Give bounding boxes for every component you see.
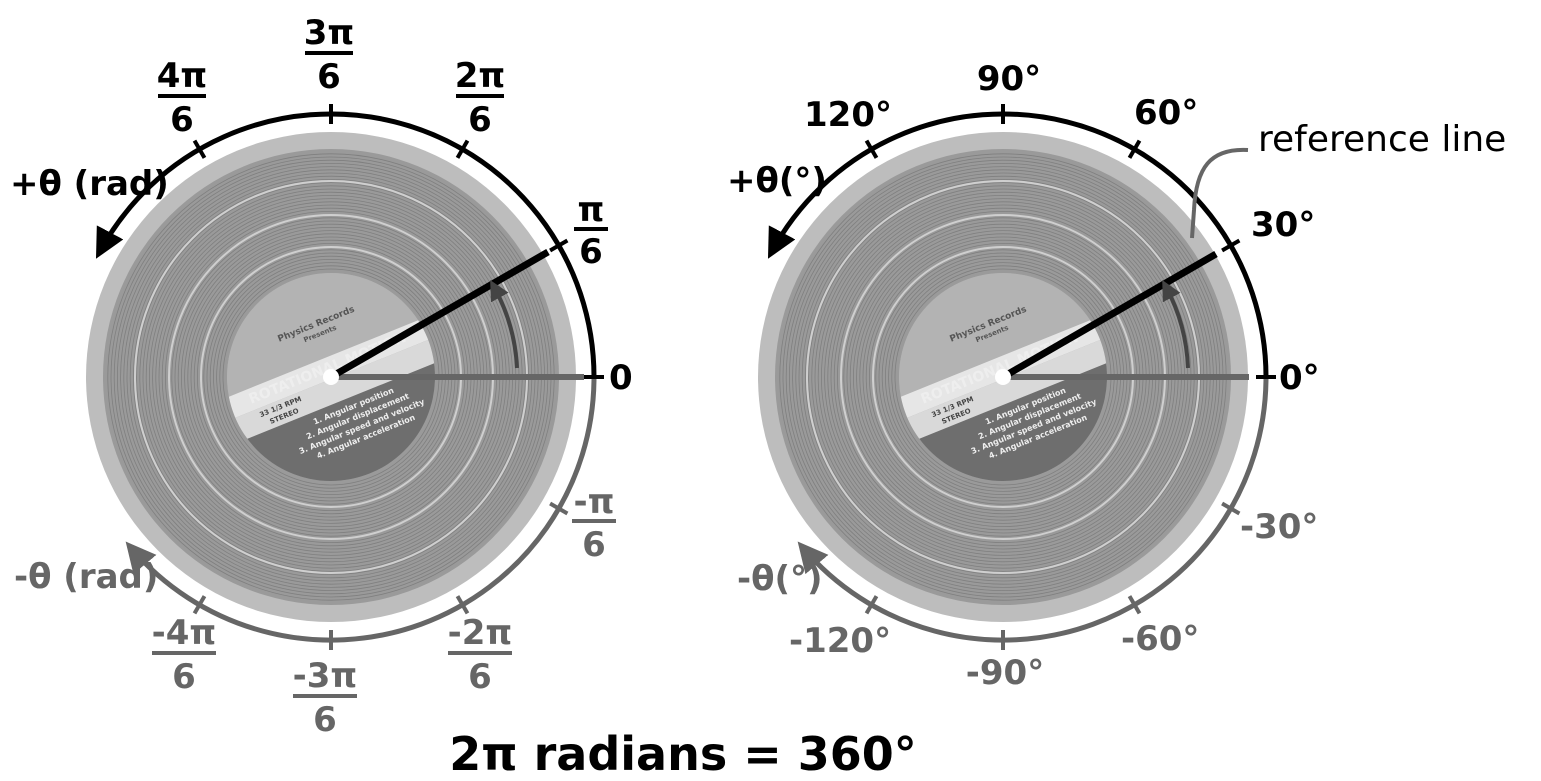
- tick-mark: [549, 501, 569, 516]
- zero-label: 0°: [1279, 358, 1320, 398]
- negative-theta-label: -θ(°): [737, 559, 823, 599]
- angle-arrow: [1162, 279, 1190, 369]
- tick-mark: [192, 595, 207, 615]
- svg-text:6: 6: [317, 57, 341, 97]
- svg-text:-2π: -2π: [448, 613, 513, 653]
- tick-label-30: 30°: [1251, 205, 1315, 245]
- tick-marks: [864, 104, 1276, 650]
- tick-mark: [455, 139, 470, 159]
- positive-theta-label: +θ(°): [727, 161, 827, 201]
- tick-label-neg-2pi-6: -2π 6: [448, 613, 513, 697]
- svg-text:6: 6: [170, 100, 194, 140]
- tick-mark: [1221, 238, 1241, 253]
- tick-label-neg-4pi-6: -4π 6: [152, 613, 217, 697]
- zero-label: 0: [609, 358, 633, 398]
- tick-label-neg-30: -30°: [1240, 507, 1318, 547]
- svg-text:6: 6: [468, 657, 492, 697]
- svg-text:6: 6: [582, 525, 606, 565]
- tick-mark: [549, 238, 569, 253]
- svg-text:6: 6: [172, 657, 196, 697]
- tick-label-neg-120: -120°: [789, 621, 891, 661]
- svg-text:6: 6: [468, 100, 492, 140]
- tick-marks: [192, 104, 604, 650]
- tick-mark: [192, 139, 207, 159]
- conversion-caption: 2π radians = 360°: [449, 727, 917, 781]
- tick-label-neg-pi-6: -π 6: [572, 482, 616, 565]
- tick-label-90: 90°: [977, 59, 1041, 99]
- tick-mark: [864, 139, 879, 159]
- tick-label-60: 60°: [1134, 93, 1198, 133]
- svg-text:6: 6: [579, 232, 603, 272]
- tick-label-neg-3pi-6: -3π 6: [293, 656, 358, 740]
- tick-mark: [1127, 595, 1142, 615]
- positive-direction-arc: [767, 111, 1269, 378]
- tick-label-2pi-6: 2π 6: [455, 56, 506, 140]
- reference-line-callout: [1190, 147, 1249, 239]
- spindle-hole: [995, 369, 1011, 385]
- tick-label-3pi-6: 3π 6: [304, 13, 355, 97]
- tick-label-4pi-6: 4π 6: [157, 56, 208, 140]
- reference-line: [1001, 250, 1218, 381]
- tick-label-neg-60: -60°: [1121, 619, 1199, 659]
- svg-text:6: 6: [313, 700, 337, 740]
- svg-text:3π: 3π: [304, 13, 355, 53]
- tick-mark: [1127, 139, 1142, 159]
- positive-direction-arc: [95, 111, 597, 378]
- negative-direction-arc: [797, 376, 1269, 643]
- svg-text:-4π: -4π: [152, 613, 217, 653]
- svg-text:4π: 4π: [157, 56, 208, 96]
- angle-arrow: [490, 279, 519, 369]
- svg-text:π: π: [578, 190, 605, 230]
- reference-line-label: reference line: [1258, 119, 1506, 160]
- tick-mark: [1221, 501, 1241, 516]
- tick-label-pi-6: π 6: [574, 190, 608, 272]
- positive-theta-label: +θ (rad): [10, 164, 169, 204]
- tick-label-neg-90: -90°: [966, 653, 1044, 693]
- negative-theta-label: -θ (rad): [14, 557, 158, 597]
- tick-mark: [864, 595, 879, 615]
- svg-text:-π: -π: [573, 482, 614, 522]
- svg-text:-3π: -3π: [293, 656, 358, 696]
- reference-line: [329, 248, 550, 381]
- svg-text:2π: 2π: [455, 56, 506, 96]
- spindle-hole: [323, 369, 339, 385]
- tick-label-120: 120°: [804, 95, 892, 135]
- negative-direction-arc: [125, 376, 597, 643]
- tick-mark: [455, 595, 470, 615]
